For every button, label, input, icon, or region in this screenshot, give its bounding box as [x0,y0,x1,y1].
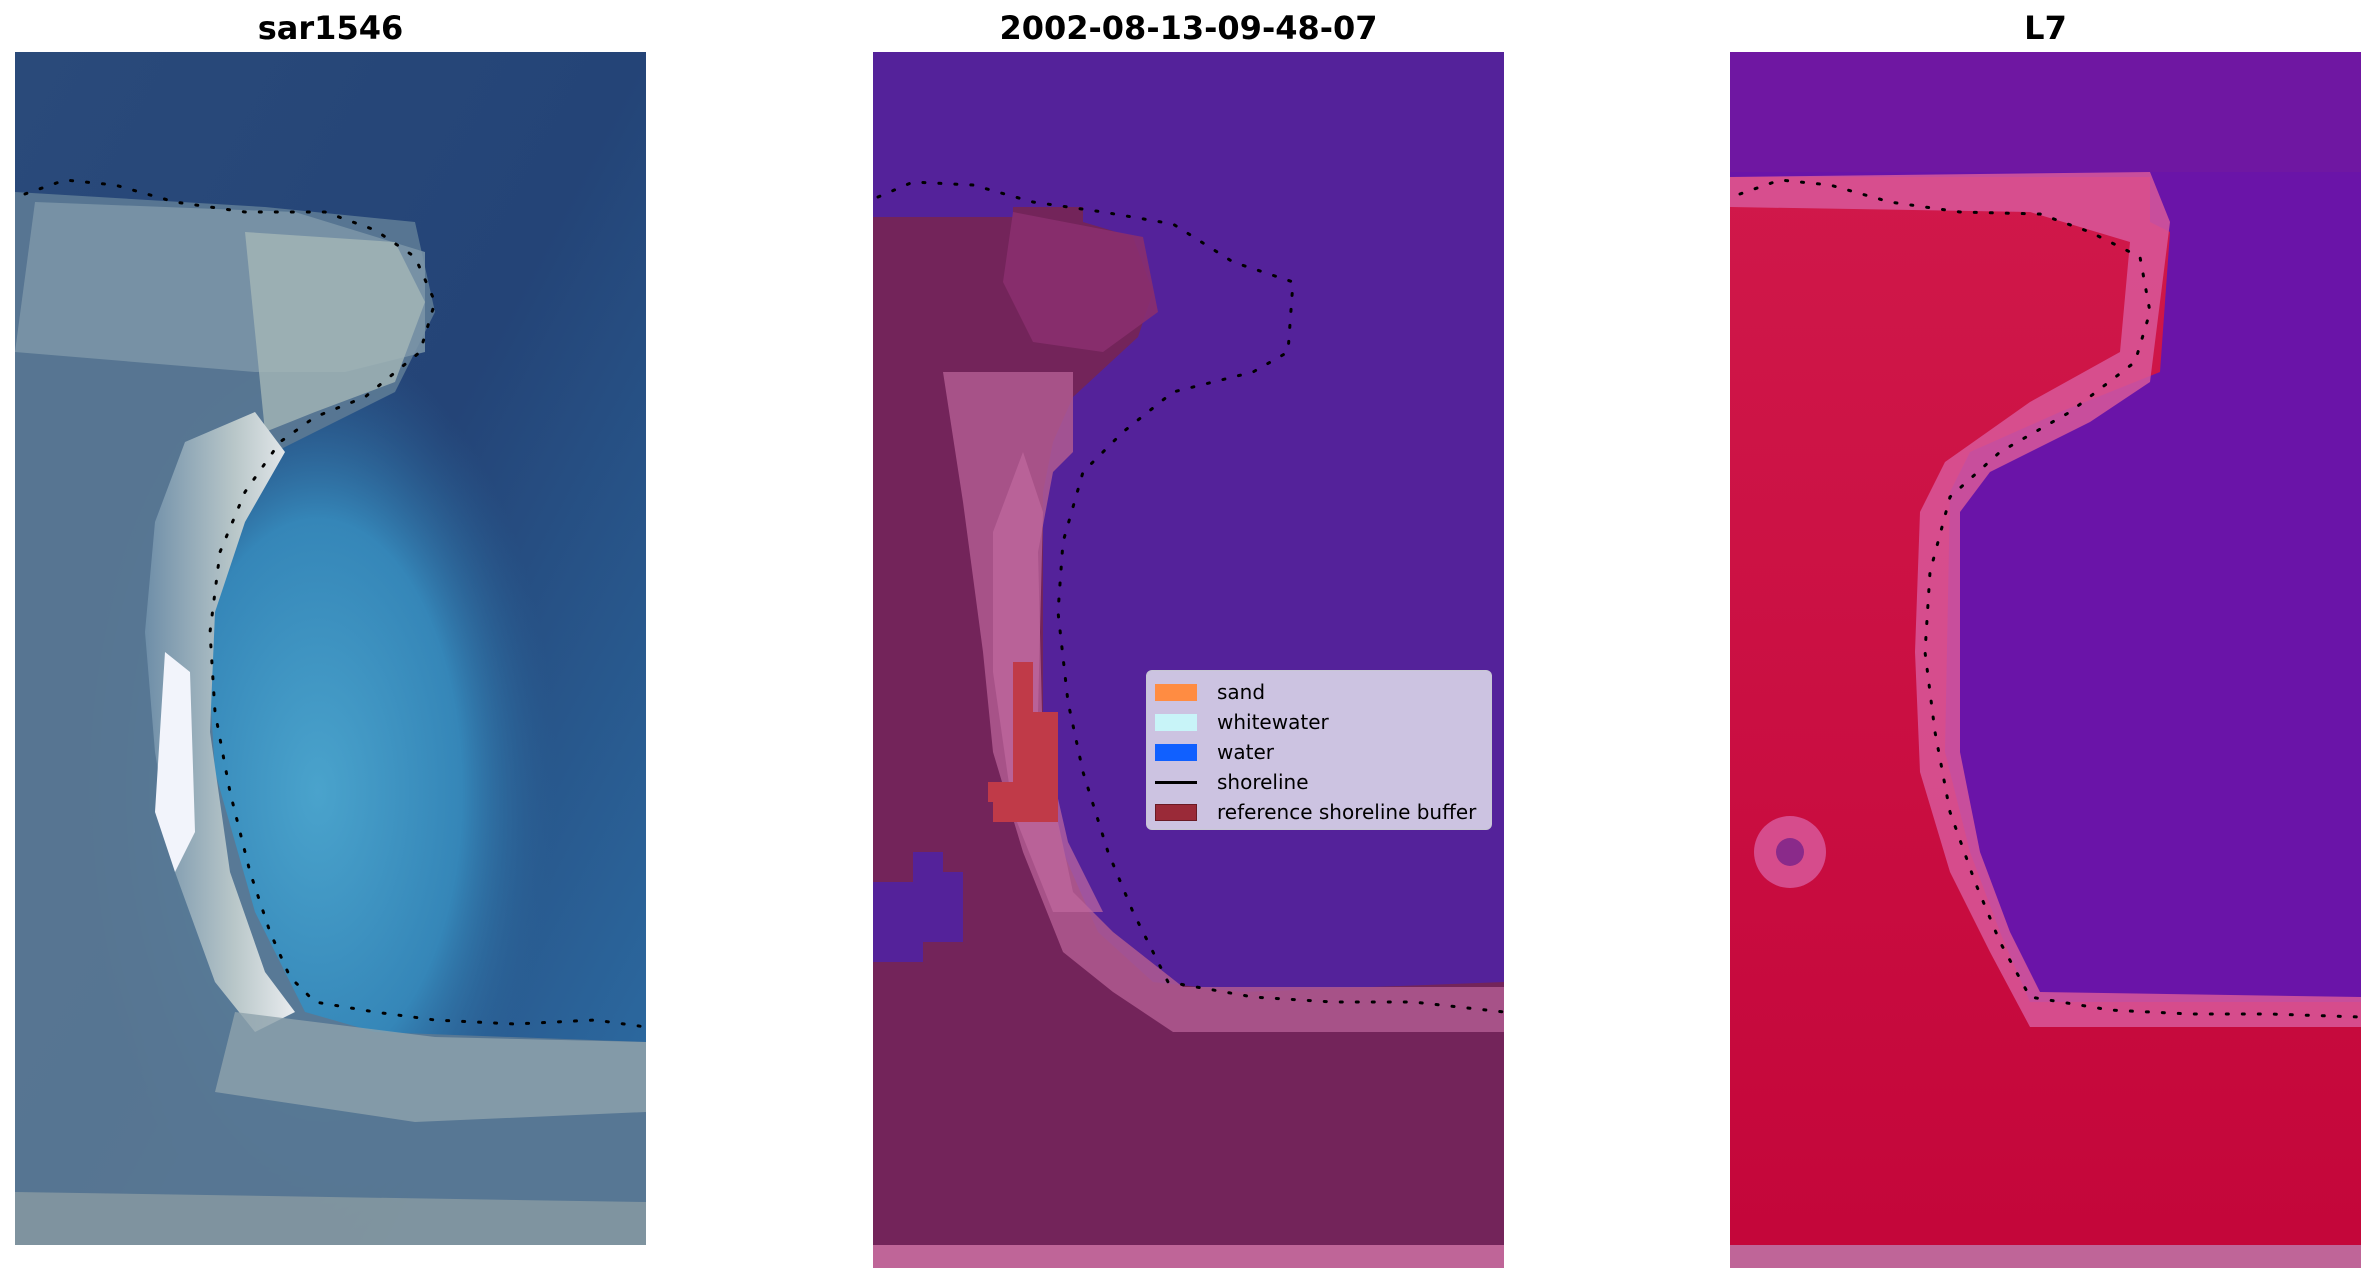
classification-panel [873,52,1504,1268]
legend-item-buffer: reference shoreline buffer [1155,797,1483,827]
legend-swatch-water [1155,743,1197,761]
rgb-image [15,52,646,1245]
legend-swatch-buffer [1155,803,1197,821]
classification-image [873,52,1504,1268]
shoreline-index [1738,178,2361,1019]
legend-label-shoreline: shoreline [1217,770,1309,794]
legend-item-water: water [1155,737,1483,767]
legend-label-water: water [1217,740,1274,764]
panel-title-index: L7 [2024,9,2067,47]
legend-item-whitewater: whitewater [1155,707,1483,737]
shoreline-classification [876,180,1504,1014]
legend-item-shoreline: shoreline [1155,767,1483,797]
legend-item-sand: sand [1155,677,1483,707]
rgb-image-panel [15,52,646,1245]
legend-swatch-whitewater [1155,713,1197,731]
legend-label-buffer: reference shoreline buffer [1217,800,1477,824]
panel-title-classification: 2002-08-13-09-48-07 [999,9,1378,47]
legend-label-sand: sand [1217,680,1266,704]
legend-line-shoreline [1155,780,1197,784]
legend-swatch-sand [1155,683,1197,701]
index-image-panel [1730,52,2361,1268]
panel-title-rgb: sar1546 [257,9,404,47]
index-image [1730,52,2361,1268]
legend: sand whitewater water shoreline referenc… [1146,670,1492,830]
shoreline-rgb [23,178,646,1029]
legend-label-whitewater: whitewater [1217,710,1329,734]
